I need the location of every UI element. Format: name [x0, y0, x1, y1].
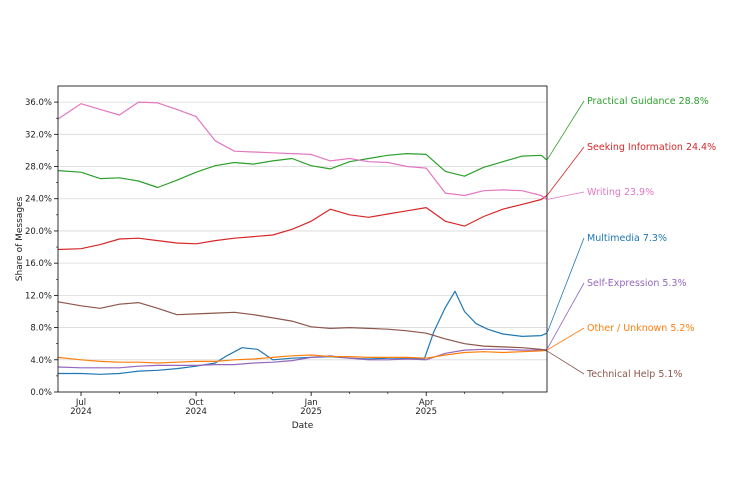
- legend-label-self-expression: Self-Expression 5.3%: [587, 278, 687, 289]
- leader-line-seeking-information: [546, 146, 585, 196]
- legend-label-seeking-information: Seeking Information 24.4%: [587, 142, 716, 153]
- y-tick-label: 28.0%: [25, 163, 52, 173]
- leader-line-other-unknown: [546, 327, 585, 351]
- leader-line-practical-guidance: [546, 100, 585, 161]
- legend-label-technical-help: Technical Help 5.1%: [586, 369, 682, 380]
- leader-line-writing: [546, 191, 585, 200]
- x-tick-label-year: 2024: [185, 407, 207, 417]
- series-line-self-expression: [57, 348, 548, 369]
- leader-line-technical-help: [546, 350, 585, 375]
- legend: Practical Guidance 28.8% Seeking Informat…: [546, 96, 716, 380]
- x-tick-label-month: Oct: [189, 398, 204, 408]
- y-tick-label: 12.0%: [25, 291, 52, 301]
- y-tick-label: 36.0%: [25, 98, 52, 108]
- y-tick-label: 16.0%: [25, 259, 52, 269]
- y-tick-label: 20.0%: [25, 227, 52, 237]
- y-tick-label: 24.0%: [25, 195, 52, 205]
- legend-label-practical-guidance: Practical Guidance 28.8%: [587, 96, 709, 107]
- grid: [58, 101, 547, 361]
- series-line-technical-help: [57, 301, 548, 352]
- y-tick-label: 4.0%: [30, 356, 52, 366]
- axes: 0.0% 4.0% 8.0% 12.0% 16.0% 20.0% 24.0% 28.0% 32.…: [25, 98, 504, 417]
- series-line-practical-guidance: [57, 153, 548, 189]
- x-tick-label-year: 2024: [70, 407, 92, 417]
- legend-label-other-unknown: Other / Unknown 5.2%: [587, 323, 694, 334]
- series-line-writing: [57, 101, 548, 200]
- leader-line-self-expression: [546, 282, 585, 350]
- x-tick-label-month: Apr: [419, 398, 434, 408]
- legend-label-writing: Writing 23.9%: [587, 187, 654, 198]
- x-tick-label-month: Jan: [304, 398, 318, 408]
- y-tick-label: 0.0%: [30, 388, 52, 398]
- series-lines: [57, 101, 548, 375]
- x-tick-label-month: Jul: [75, 398, 86, 408]
- series-line-seeking-information: [57, 195, 548, 251]
- x-tick-label-year: 2025: [300, 407, 322, 417]
- y-tick-label: 8.0%: [30, 324, 52, 334]
- x-tick-label-year: 2025: [415, 407, 437, 417]
- x-axis-title: Date: [292, 421, 314, 431]
- leader-line-multimedia: [546, 237, 585, 334]
- y-tick-label: 32.0%: [25, 130, 52, 140]
- plot-frame: [57, 85, 548, 393]
- legend-label-multimedia: Multimedia 7.3%: [587, 233, 667, 244]
- y-axis-title: Share of Messages: [15, 196, 25, 281]
- series-line-other-unknown: [57, 349, 548, 364]
